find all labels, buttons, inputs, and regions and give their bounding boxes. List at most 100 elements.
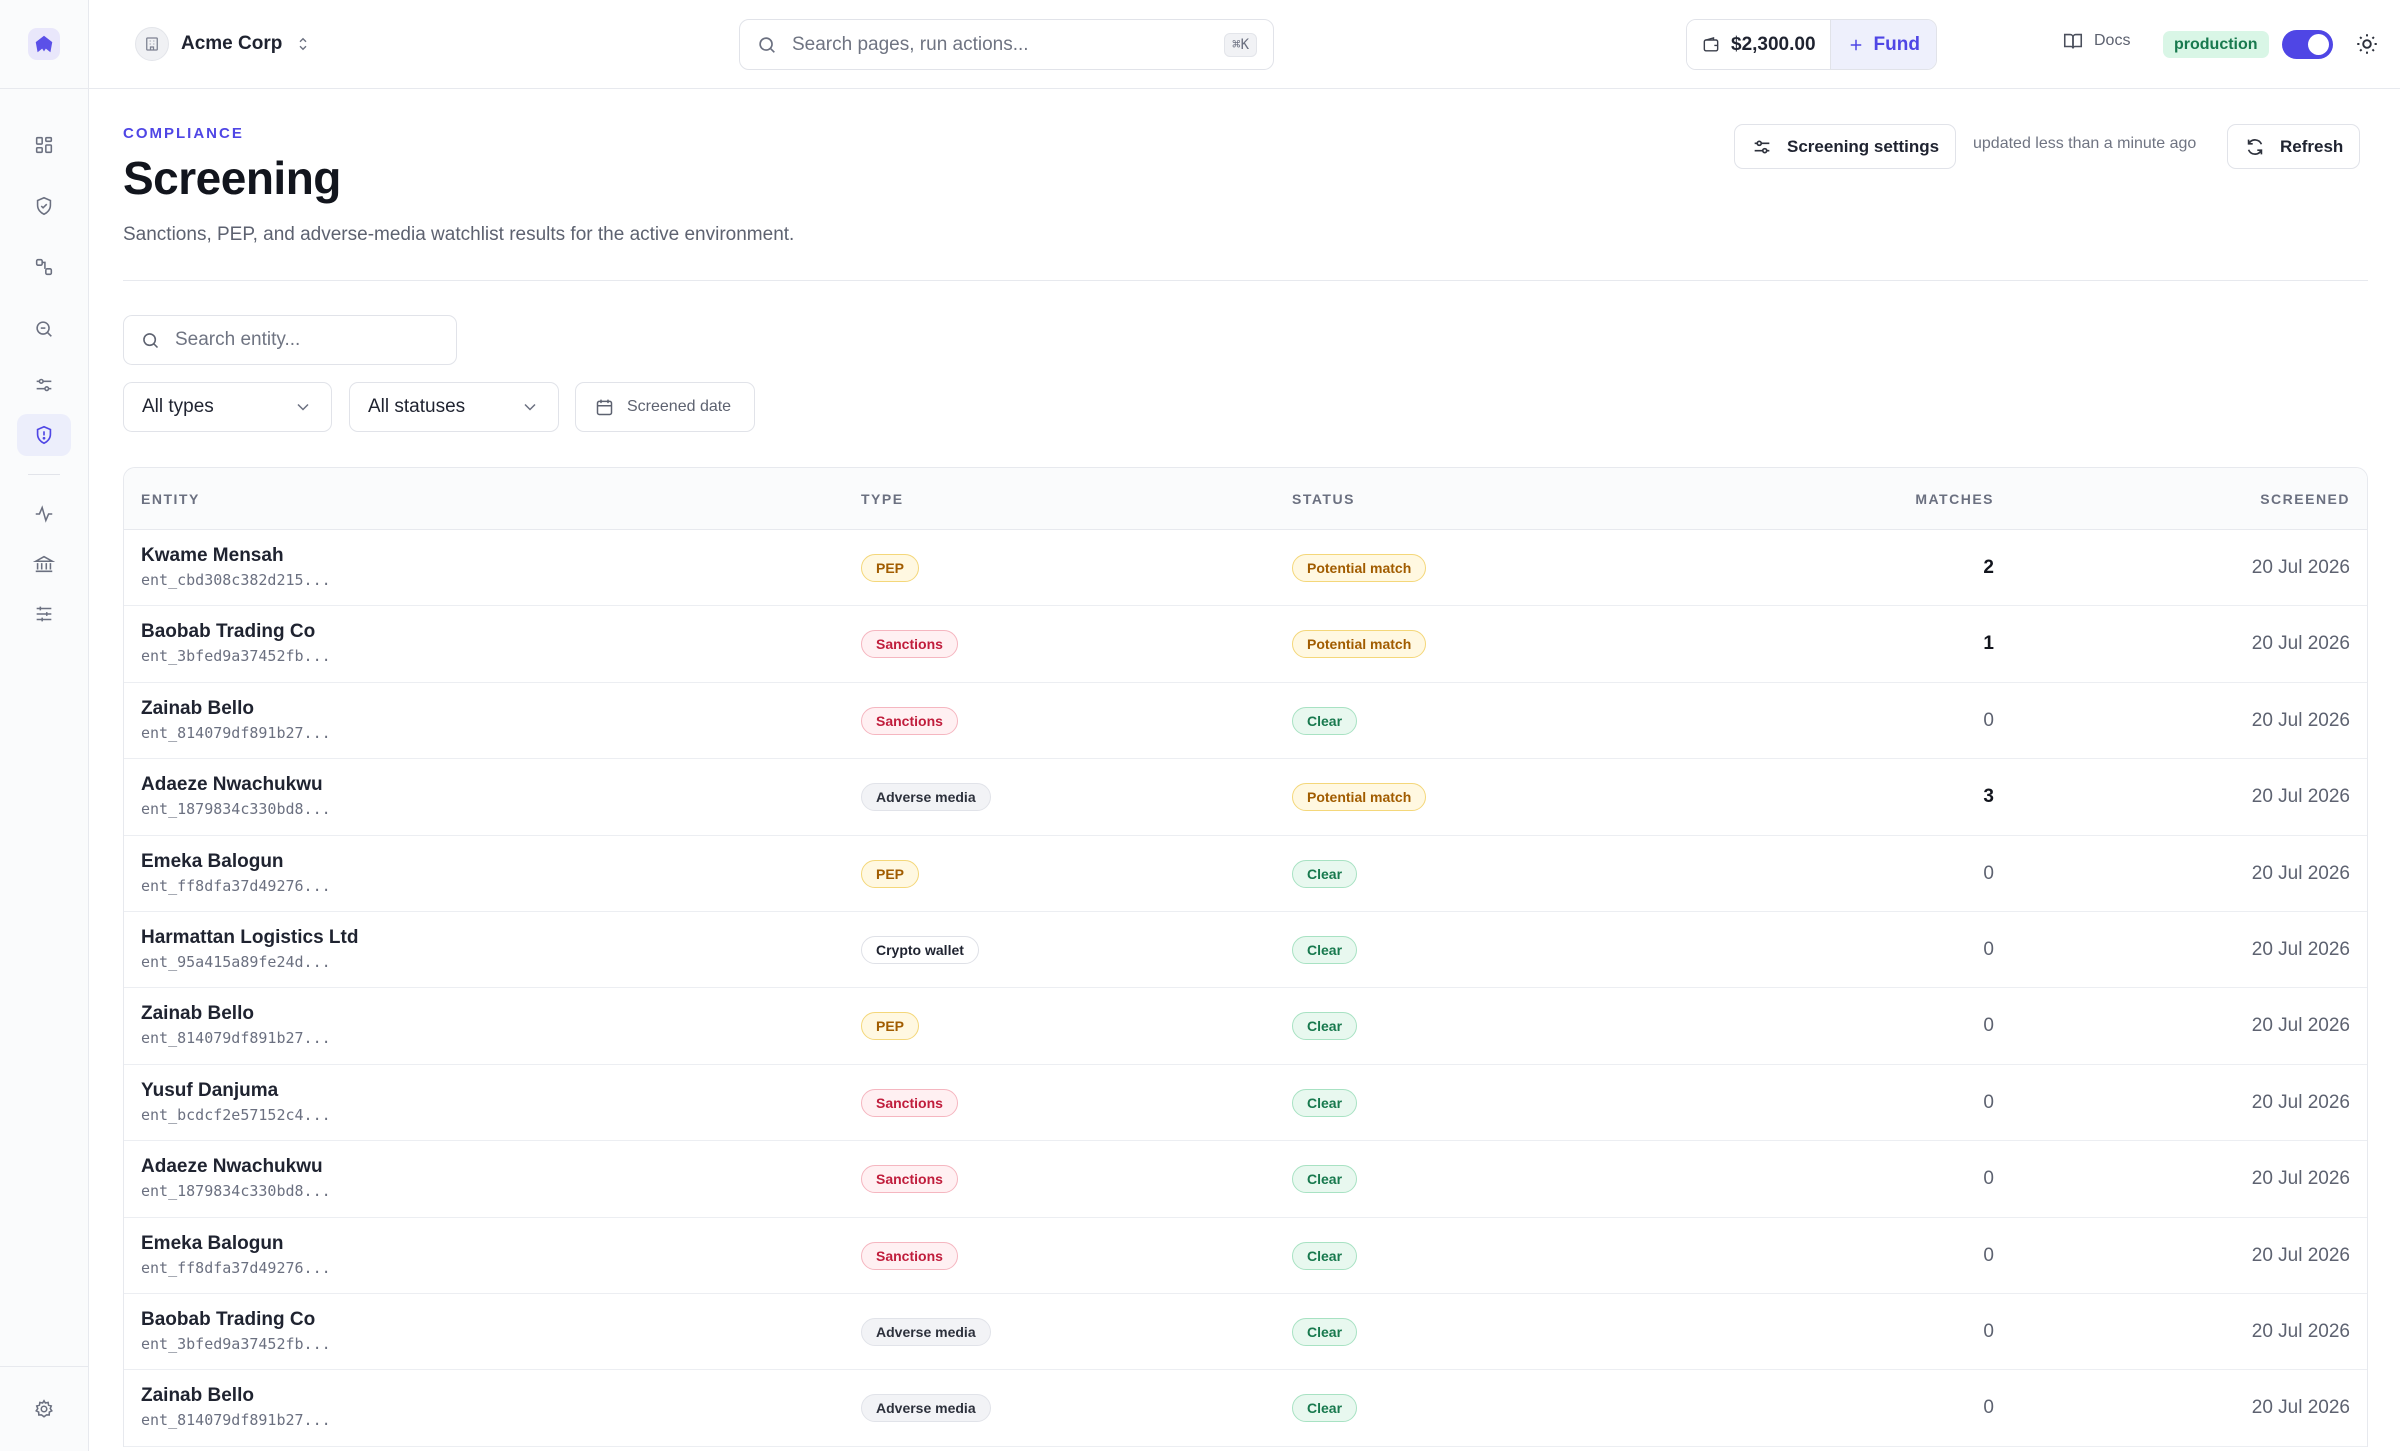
entity-name[interactable]: Zainab Bello [141,1003,254,1025]
type-badge: Sanctions [861,630,958,659]
entity-name[interactable]: Zainab Bello [141,1385,254,1407]
screened-date: 20 Jul 2026 [2251,1168,2350,1190]
entity-id: ent_3bfed9a37452fb... [141,1334,331,1353]
table-row[interactable]: Zainab Bello ent_814079df891b27... Sanctio… [124,683,2367,760]
page-subtitle: Sanctions, PEP, and adverse-media watchl… [123,224,795,245]
screened-date: 20 Jul 2026 [2251,1015,2350,1037]
entity-name[interactable]: Emeka Balogun [141,1232,284,1254]
status-filter-value: All statuses [368,396,466,417]
sidebar-item-rules[interactable] [17,364,71,406]
status-badge: Potential match [1292,783,1427,812]
status-badge: Clear [1292,1012,1358,1041]
entity-id: ent_3bfed9a37452fb... [141,647,331,666]
entity-search-input[interactable]: Search entity... [123,315,457,365]
table-row[interactable]: Baobab Trading Co ent_3bfed9a37452fb... Sa… [124,606,2367,683]
table-row[interactable]: Harmattan Logistics Ltd ent_95a415a89fe24… [124,912,2367,989]
entity-id: ent_ff8dfa37d49276... [141,876,331,895]
entity-name[interactable]: Harmattan Logistics Ltd [141,926,359,948]
type-filter-select[interactable]: All types [123,382,332,432]
column-header-status[interactable]: STATUS [1292,491,1355,507]
type-badge: PEP [861,859,920,888]
screened-date-label: Screened date [627,398,732,415]
entity-name[interactable]: Yusuf Danjuma [141,1079,279,1101]
column-header-type[interactable]: TYPE [861,491,904,507]
status-filter-select[interactable]: All statuses [349,382,559,432]
search-zoom-icon [36,321,52,337]
screened-date: 20 Jul 2026 [2251,633,2350,655]
command-search[interactable]: Search pages, run actions... ⌘K [739,19,1274,70]
sidebar-item-configuration[interactable] [17,593,71,635]
sidebar-item-banking[interactable] [17,543,71,585]
table-row[interactable]: Zainab Bello ent_814079df891b27... Adverse… [124,1370,2367,1447]
matches-count: 0 [1983,1015,1994,1037]
table-row[interactable]: Kwame Mensah ent_cbd308c382d215... PEP Pote… [124,530,2367,607]
docs-label: Docs [2094,32,2131,49]
type-badge: Sanctions [861,1165,958,1194]
type-badge: Sanctions [861,1241,958,1270]
sidebar-item-screening[interactable] [17,414,71,456]
app-logo[interactable] [28,28,60,60]
entity-cell: Emeka Balogun ent_ff8dfa37d49276... [141,1233,331,1277]
entity-cell: Baobab Trading Co ent_3bfed9a37452fb... [141,1309,331,1353]
wallet-balance[interactable]: $2,300.00 [1687,20,1830,69]
refresh-label: Refresh [2280,136,2344,156]
screening-table: ENTITY TYPE STATUS MATCHES SCREENED Kwam… [123,467,2368,1447]
refresh-button[interactable]: Refresh [2227,124,2361,169]
org-name: Acme Corp [181,33,283,54]
matches-count: 1 [1983,633,1994,655]
column-header-screened[interactable]: SCREENED [2260,491,2350,507]
theme-toggle[interactable] [2354,31,2382,59]
entity-name[interactable]: Zainab Bello [141,697,254,719]
table-row[interactable]: Zainab Bello ent_814079df891b27... PEP Clea… [124,988,2367,1065]
column-header-matches[interactable]: MATCHES [1915,491,1994,507]
table-header: ENTITY TYPE STATUS MATCHES SCREENED [124,468,2367,530]
entity-name[interactable]: Baobab Trading Co [141,1308,316,1330]
table-row[interactable]: Adaeze Nwachukwu ent_1879834c330bd8... San… [124,1141,2367,1218]
table-row[interactable]: Emeka Balogun ent_ff8dfa37d49276... PEP Cle… [124,836,2367,912]
status-badge: Clear [1292,706,1358,735]
screening-settings-button[interactable]: Screening settings [1734,124,1957,169]
entity-name[interactable]: Kwame Mensah [141,545,284,566]
sidebar-item-settings[interactable] [17,1388,71,1430]
gear-icon [35,1399,53,1418]
screened-date-filter[interactable]: Screened date [575,382,755,432]
entity-id: ent_814079df891b27... [141,1029,331,1048]
type-badge: Crypto wallet [861,935,979,964]
table-row[interactable]: Emeka Balogun ent_ff8dfa37d49276... Sancti… [124,1218,2367,1294]
table-row[interactable]: Baobab Trading Co ent_3bfed9a37452fb... Ad… [124,1294,2367,1371]
type-badge: PEP [861,554,920,582]
docs-link[interactable]: Docs [2062,30,2130,52]
screened-date: 20 Jul 2026 [2251,1244,2350,1266]
logo-icon [35,35,53,53]
balance-amount: $2,300.00 [1731,33,1816,55]
sidebar-item-investigations[interactable] [17,308,71,350]
matches-count: 0 [1983,938,1994,960]
fund-button[interactable]: Fund [1829,20,1936,69]
environment-toggle[interactable] [2282,30,2333,59]
table-row[interactable]: Adaeze Nwachukwu ent_1879834c330bd8... Adv… [124,759,2367,836]
matches-count: 0 [1983,1091,1994,1113]
sidebar-item-monitoring[interactable] [17,493,71,535]
search-icon [759,36,775,53]
entity-name[interactable]: Baobab Trading Co [141,621,316,643]
entity-name[interactable]: Adaeze Nwachukwu [141,1156,323,1178]
column-header-entity[interactable]: ENTITY [141,491,200,507]
matches-count: 0 [1983,1168,1994,1190]
sidebar-item-flows[interactable] [17,246,71,288]
search-icon [143,332,159,348]
entity-name[interactable]: Emeka Balogun [141,850,284,872]
shield-alert-icon [36,425,52,445]
screened-date: 20 Jul 2026 [2251,1397,2350,1419]
table-row[interactable]: Yusuf Danjuma ent_bcdcf2e57152c4... Sancti… [124,1065,2367,1142]
screened-date: 20 Jul 2026 [2251,709,2350,731]
building-icon [135,27,169,61]
screened-date: 20 Jul 2026 [2251,1320,2350,1342]
sidebar-item-verification[interactable] [17,185,71,227]
sidebar-item-dashboard[interactable] [17,124,71,166]
screened-date: 20 Jul 2026 [2251,862,2350,884]
entity-id: ent_1879834c330bd8... [141,1182,331,1201]
refresh-icon [2247,138,2263,155]
type-badge: PEP [861,1012,920,1041]
org-switcher[interactable]: Acme Corp [135,24,312,64]
entity-name[interactable]: Adaeze Nwachukwu [141,774,323,796]
